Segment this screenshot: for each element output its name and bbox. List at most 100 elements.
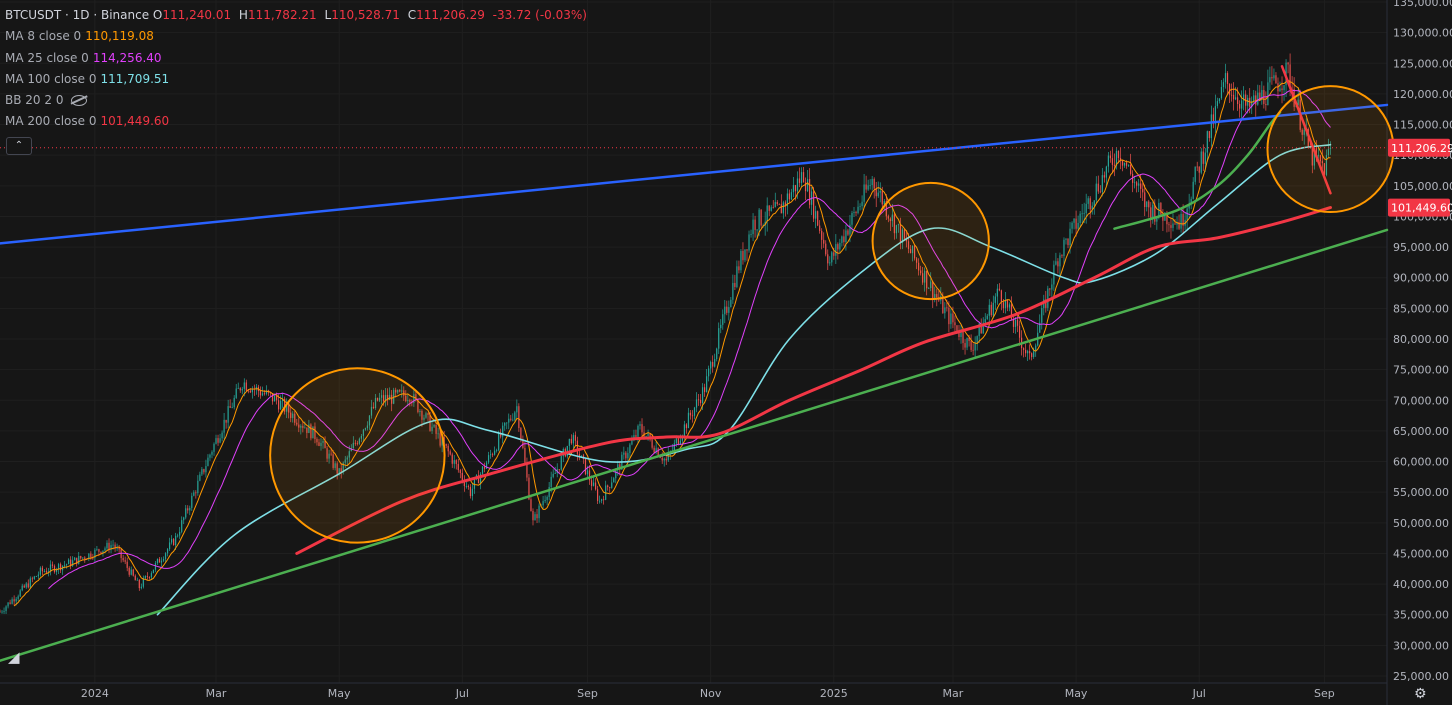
candle-body <box>429 414 431 431</box>
candle-body <box>265 390 268 394</box>
indicator-ma200[interactable]: MA 200 close 0 101,449.60 <box>5 114 170 129</box>
gear-icon[interactable]: ⚙ <box>1414 686 1427 702</box>
x-tick-label: Jul <box>1192 687 1206 700</box>
y-tick-label: 30,000.00 <box>1393 639 1449 652</box>
candle-body <box>772 207 774 209</box>
candle-body <box>247 390 249 392</box>
candle-body <box>166 549 169 554</box>
candle-body <box>1029 351 1031 354</box>
candle-body <box>356 443 358 445</box>
candle-body <box>0 611 1 613</box>
last-price-badge-bg <box>1388 138 1450 157</box>
indicator-ma25[interactable]: MA 25 close 0 114,256.40 <box>5 50 162 65</box>
candle-body <box>663 458 665 461</box>
candle-body <box>944 307 946 314</box>
highlight-circle <box>269 367 446 544</box>
symbol-title[interactable]: BTCUSDT · 1D · Binance <box>5 8 150 22</box>
candle-body <box>273 395 276 402</box>
candle-body <box>13 599 15 602</box>
candle-body <box>1022 348 1025 350</box>
candle-body <box>1166 212 1168 225</box>
candle-body <box>776 202 778 205</box>
candle-body <box>1148 201 1150 208</box>
candle-body <box>380 395 383 398</box>
candle-body <box>1093 200 1095 206</box>
candle-body <box>968 337 970 342</box>
candle-body <box>271 393 274 402</box>
indicator-bb[interactable]: BB 20 2 0 <box>5 90 591 111</box>
candle-body <box>261 393 264 396</box>
candle-body <box>1174 223 1176 225</box>
chevron-up-icon[interactable]: ⌃ <box>6 137 32 155</box>
candle-body <box>328 453 330 459</box>
hidden-eye-icon[interactable] <box>71 95 88 107</box>
candle-body <box>1067 238 1069 246</box>
candle-body <box>788 193 791 200</box>
candle-body <box>1125 162 1128 166</box>
candle-body <box>1089 198 1091 210</box>
candle-body <box>903 229 906 239</box>
candle-body <box>512 419 514 421</box>
candle-body <box>45 571 48 573</box>
candle-body <box>584 459 587 475</box>
candle-body <box>534 514 536 521</box>
y-tick-label: 105,000.00 <box>1393 180 1452 193</box>
candle-body <box>508 418 510 423</box>
candle-body <box>500 433 502 437</box>
candle-body <box>984 319 986 323</box>
candle-body <box>518 406 520 429</box>
candle-body <box>1077 222 1079 229</box>
candle-body <box>177 535 179 537</box>
candle-body <box>948 307 950 325</box>
x-tick-label: Nov <box>700 687 722 700</box>
candle-body <box>94 549 96 558</box>
candle-body <box>942 296 944 314</box>
candle-body <box>744 249 746 261</box>
candle-body <box>1012 319 1015 327</box>
indicator-ma8[interactable]: MA 8 close 0 110,119.08 <box>5 29 154 44</box>
chart-legend: BTCUSDT · 1D · Binance O111,240.01 H111,… <box>5 5 591 133</box>
candle-body <box>104 548 106 551</box>
candle-body <box>570 438 572 444</box>
candle-body <box>374 398 377 408</box>
candle-body <box>366 425 369 429</box>
candle-body <box>978 323 980 337</box>
candle-body <box>752 219 754 235</box>
candle-body <box>1212 114 1214 124</box>
candle-body <box>1079 213 1081 223</box>
y-tick-label: 130,000.00 <box>1393 27 1452 40</box>
candle-body <box>239 388 241 391</box>
candle-body <box>750 234 752 235</box>
candle-body <box>437 433 439 435</box>
candle-body <box>1224 73 1227 83</box>
candle-body <box>1109 155 1112 159</box>
candle-body <box>1136 182 1138 186</box>
candle-body <box>179 531 181 536</box>
candle-body <box>455 460 457 465</box>
candle-body <box>708 368 710 377</box>
candle-body <box>932 281 934 299</box>
indicator-ma100[interactable]: MA 100 close 0 111,709.51 <box>5 71 170 86</box>
candle-body <box>23 585 25 588</box>
low-value: 110,528.71 <box>331 8 400 22</box>
candle-body <box>994 296 996 303</box>
candle-body <box>1192 181 1194 199</box>
candle-body <box>706 376 708 392</box>
candle-body <box>96 549 98 550</box>
candle-body <box>922 273 924 283</box>
high-value: 111,782.21 <box>247 8 317 22</box>
candle-body <box>609 487 611 488</box>
candle-body <box>1208 131 1210 139</box>
candle-body <box>712 361 714 367</box>
candle-body <box>112 544 114 546</box>
candle-body <box>29 578 31 588</box>
candle-body <box>221 432 223 439</box>
candle-body <box>1049 288 1051 290</box>
candle-body <box>651 439 653 448</box>
candle-body <box>774 202 776 208</box>
candle-body <box>304 427 306 429</box>
candle-body <box>451 454 453 464</box>
candle-body <box>514 412 516 420</box>
candle-body <box>734 282 736 287</box>
